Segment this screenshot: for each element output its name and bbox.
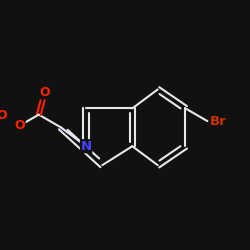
Text: N: N: [80, 140, 92, 153]
Text: O: O: [14, 119, 25, 132]
Text: Br: Br: [210, 114, 226, 128]
Text: O: O: [0, 109, 7, 122]
Text: O: O: [40, 86, 50, 99]
